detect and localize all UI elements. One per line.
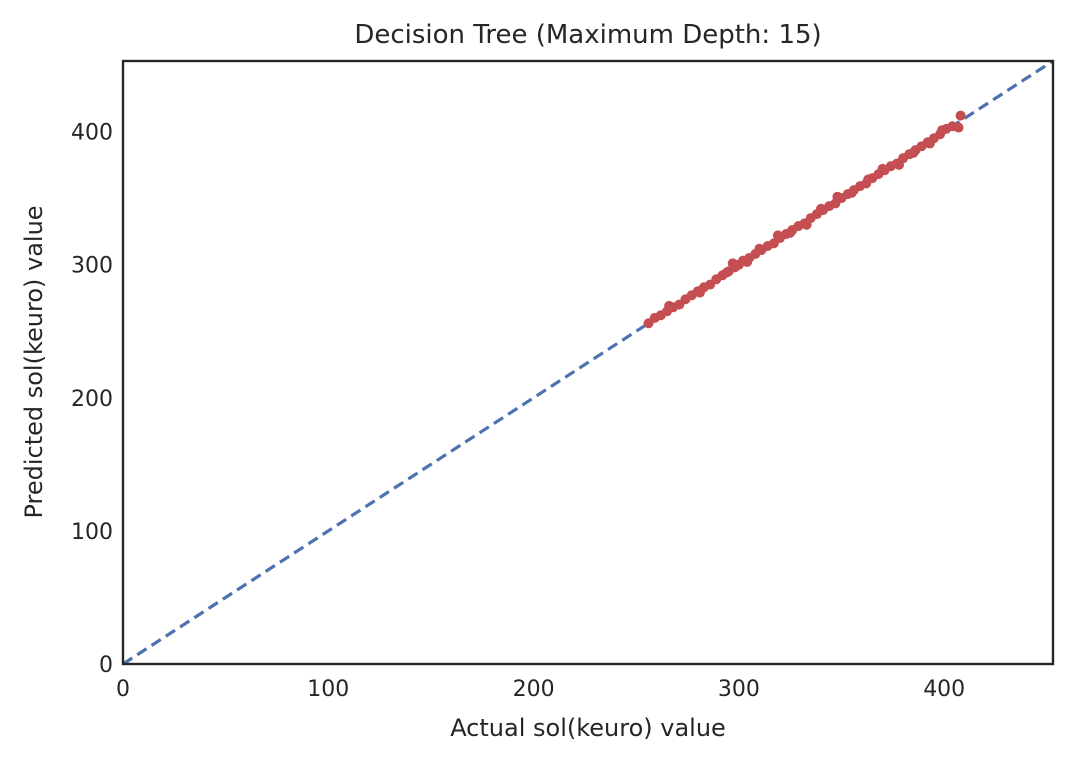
y-axis-label: Predicted sol(keuro) value [20,205,48,518]
x-tick-label: 0 [116,677,130,702]
scatter-point [742,257,753,267]
x-tick-label: 200 [513,677,555,702]
scatter-point [664,300,675,311]
x-tick-label: 100 [307,677,349,702]
scatter-point [754,243,765,254]
scatter-point [924,138,935,149]
y-tick-label: 300 [71,254,113,279]
x-axis-ticks: 0 100 200 300 400 [116,677,965,702]
y-tick-label: 200 [71,387,113,412]
scatter-points-layer [643,110,966,329]
scatter-point [772,230,783,241]
scatter-point [863,174,874,185]
scatter-point [953,122,964,133]
scatter-point [694,287,705,298]
scatter-point [846,187,857,198]
scatter-point [955,110,966,121]
x-tick-label: 300 [718,677,760,702]
x-tick-label: 400 [923,677,965,702]
scatter-point [937,125,948,136]
scatter-point [908,147,919,158]
plot-frame [121,59,1055,666]
y-tick-label: 400 [71,121,113,146]
scatter-point [785,227,796,238]
scatter-point [801,219,812,230]
scatter-point [877,163,888,174]
scatter-point [721,267,732,278]
scatter-point [894,159,905,170]
x-axis-label: Actual sol(keuro) value [450,714,726,742]
y-tick-label: 100 [71,520,113,545]
scatter-point [727,258,738,269]
y-tick-label: 0 [99,653,113,678]
y-axis-ticks: 0 100 200 300 400 [71,121,113,678]
chart-title: Decision Tree (Maximum Depth: 15) [354,20,821,50]
scatter-point [816,203,827,214]
scatter-point [832,191,843,202]
